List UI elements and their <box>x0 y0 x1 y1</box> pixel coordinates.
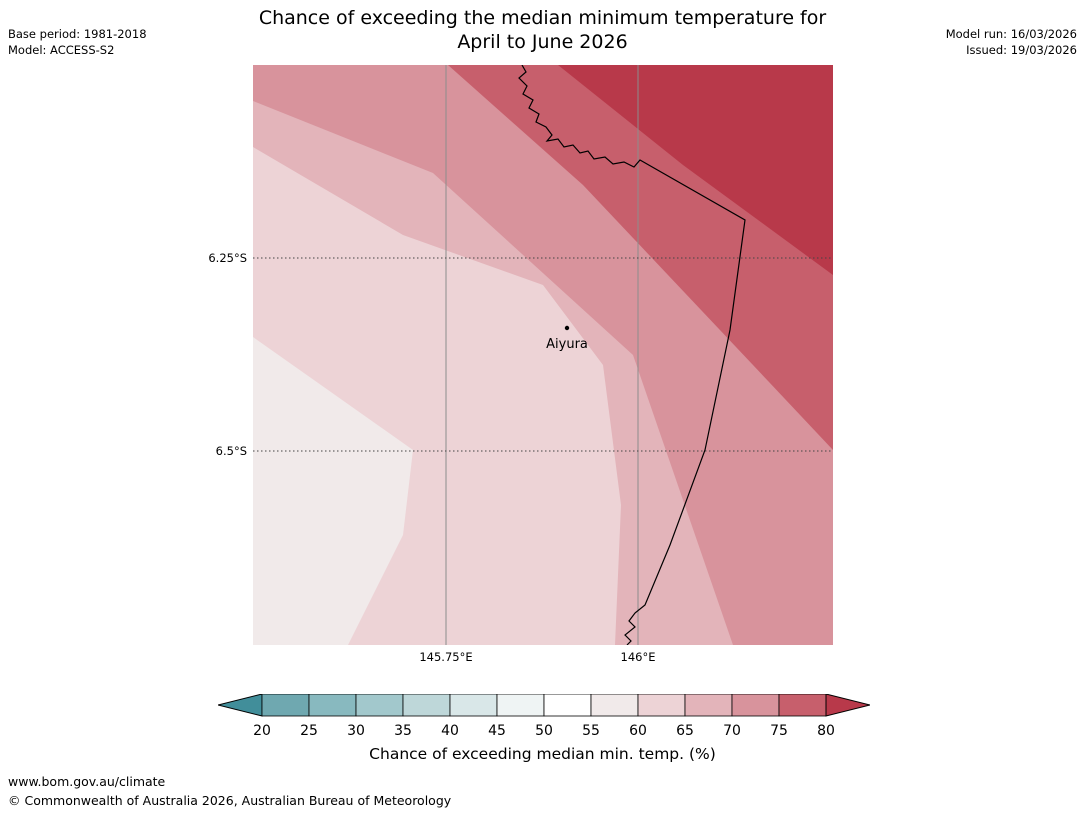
place-marker-dot <box>564 325 570 331</box>
colorbar-tick-80: 80 <box>817 723 835 739</box>
model-run-text: Model run: 16/03/2026 <box>945 27 1077 41</box>
page-title: Chance of exceeding the median minimum t… <box>0 6 1085 54</box>
colorbar-segment-75-80 <box>778 693 827 717</box>
colorbar-tick-20: 20 <box>253 723 271 739</box>
colorbar-segment-70-75 <box>731 693 780 717</box>
colorbar-tick-50: 50 <box>535 723 553 739</box>
colorbar-segment-35-40 <box>402 693 451 717</box>
colorbar-tick-70: 70 <box>723 723 741 739</box>
lon-tick-145-75E: 145.75°E <box>419 650 473 664</box>
colorbar-segment-55-60 <box>590 693 639 717</box>
colorbar-tick-65: 65 <box>676 723 694 739</box>
band-55-60 <box>253 337 413 645</box>
colorbar-tick-55: 55 <box>582 723 600 739</box>
colorbar-segment-40-45 <box>449 693 498 717</box>
title-line-1: Chance of exceeding the median minimum t… <box>258 7 827 29</box>
lon-tick-146E: 146°E <box>620 650 656 664</box>
colorbar-segment-45-50 <box>496 693 545 717</box>
place-label: Aiyura <box>546 337 588 352</box>
colorbar-svg: 20 25 30 35 40 45 50 55 60 65 70 75 80 <box>217 693 871 739</box>
footer-url: www.bom.gov.au/climate <box>8 774 166 789</box>
probability-map: Aiyura <box>253 64 833 646</box>
region-boundary-line <box>518 64 746 646</box>
colorbar-tick-35: 35 <box>394 723 412 739</box>
colorbar-tick-45: 45 <box>488 723 506 739</box>
lat-tick-6-5S: 6.5°S <box>215 444 247 458</box>
model-name-text: Model: ACCESS-S2 <box>8 43 115 57</box>
colorbar-right-arrow <box>825 693 871 717</box>
colorbar-left-arrow <box>217 693 263 717</box>
colorbar-segment-60-65 <box>637 693 686 717</box>
footer-copyright: © Commonwealth of Australia 2026, Austra… <box>8 793 452 808</box>
colorbar-caption: Chance of exceeding median min. temp. (%… <box>369 745 716 763</box>
colorbar-segment-30-35 <box>355 693 404 717</box>
model-info: Base period: 1981-2018 Model: ACCESS-S2 <box>8 26 147 58</box>
map-svg: Aiyura <box>253 64 833 646</box>
colorbar-tick-75: 75 <box>770 723 788 739</box>
colorbar-segment-25-30 <box>308 693 357 717</box>
lat-tick-6-25S: 6.25°S <box>208 251 247 265</box>
run-info: Model run: 16/03/2026 Issued: 19/03/2026 <box>946 26 1077 58</box>
colorbar-segment-65-70 <box>684 693 733 717</box>
base-period-text: Base period: 1981-2018 <box>8 27 147 41</box>
colorbar-segment-20-25 <box>261 693 310 717</box>
colorbar-tick-40: 40 <box>441 723 459 739</box>
colorbar-tick-60: 60 <box>629 723 647 739</box>
colorbar-tick-25: 25 <box>300 723 318 739</box>
colorbar: 20 25 30 35 40 45 50 55 60 65 70 75 80 <box>217 693 871 740</box>
issued-text: Issued: 19/03/2026 <box>966 43 1077 57</box>
colorbar-segment-50-55 <box>543 693 592 717</box>
colorbar-tick-30: 30 <box>347 723 365 739</box>
title-line-2: April to June 2026 <box>457 31 628 53</box>
